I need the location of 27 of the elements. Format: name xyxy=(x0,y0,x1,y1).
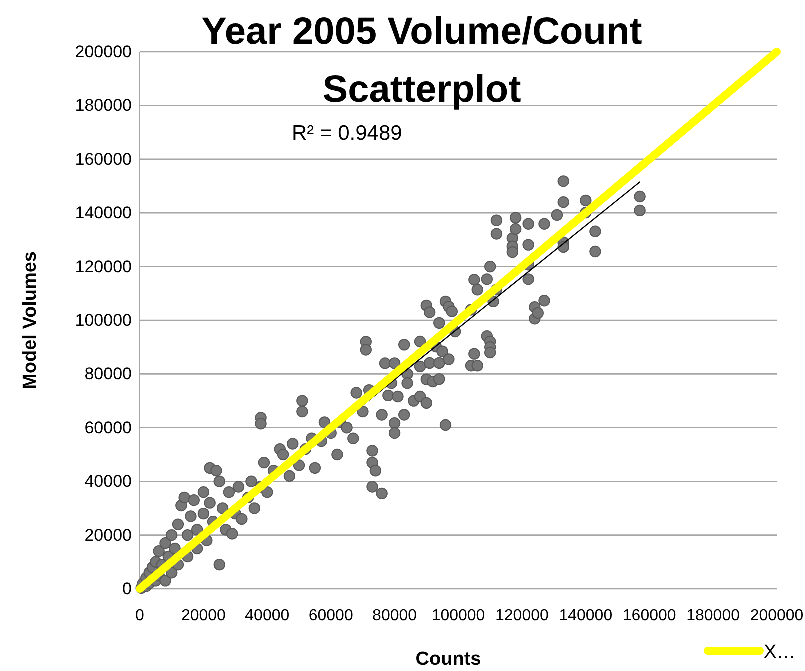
y-tick-label: 200000 xyxy=(75,42,132,62)
y-tick-label: 180000 xyxy=(75,96,132,116)
x-tick-label: 140000 xyxy=(559,607,613,624)
y-tick-label: 0 xyxy=(122,579,132,598)
x-tick-label: 120000 xyxy=(496,607,549,624)
y-tick-label: 160000 xyxy=(75,150,132,169)
y-tick-label: 40000 xyxy=(84,472,132,492)
x-tick-label: 60000 xyxy=(308,607,354,624)
x-tick-label: 0 xyxy=(136,607,145,624)
x-tick-label: 40000 xyxy=(245,607,290,624)
y-tick-label: 80000 xyxy=(84,364,132,384)
y-tick-label: 100000 xyxy=(75,310,132,330)
x-tick-label: 100000 xyxy=(432,607,486,624)
y-tick-label: 120000 xyxy=(75,257,132,276)
chart-title: Year 2005 Volume/Count Scatterplot xyxy=(202,11,643,111)
x-tick-label: 200000 xyxy=(750,607,804,624)
x-tick-label: 80000 xyxy=(372,607,418,624)
x-tick-label: 180000 xyxy=(686,607,740,624)
y-tick-label: 60000 xyxy=(84,418,132,438)
y-tick-label: 20000 xyxy=(84,526,132,545)
y-tick-label: 140000 xyxy=(75,204,132,223)
x-axis-title: Counts xyxy=(416,649,482,670)
y-axis-title: Model Volumes xyxy=(20,252,41,390)
legend-label: X… xyxy=(764,642,796,663)
annotation: R² = 0.9489 xyxy=(292,122,402,145)
x-tick-label: 20000 xyxy=(181,607,226,624)
x-tick-label: 160000 xyxy=(622,607,676,624)
